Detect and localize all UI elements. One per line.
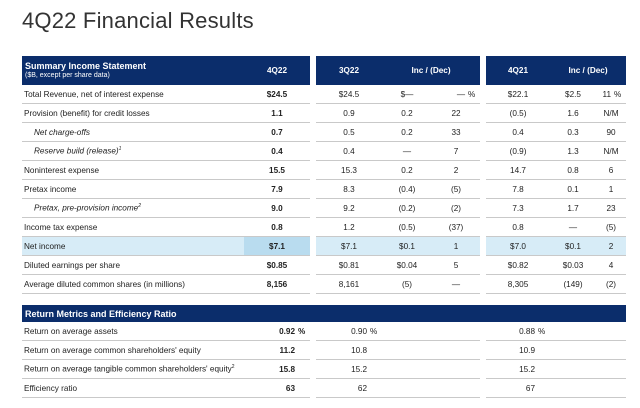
table-row: Income tax expense 0.8 1.2 (0.5) (37) 0.… — [22, 217, 627, 237]
income-header-label: Summary Income Statement ($B, except per … — [22, 56, 244, 85]
income-statement-table: Summary Income Statement ($B, except per … — [22, 56, 627, 294]
table-row: Return on average tangible common shareh… — [22, 359, 627, 379]
table-row: Provision (benefit) for credit losses 1.… — [22, 103, 627, 123]
col-4q21: 4Q21 — [486, 56, 551, 85]
col-3q22: 3Q22 — [316, 56, 382, 85]
table-row: Pretax, pre-provision income2 9.0 9.2 (0… — [22, 198, 627, 218]
net-income-row: Net income $7.1 $7.1 $0.1 1 $7.0 $0.1 2 — [22, 236, 627, 256]
table-row: Return on average assets 0.92% 0.90% 0.8… — [22, 322, 627, 341]
table-row: Diluted earnings per share $0.85 $0.81 $… — [22, 255, 627, 275]
table-row: Pretax income 7.9 8.3 (0.4) (5) 7.8 0.1 … — [22, 179, 627, 199]
table-row: Noninterest expense 15.5 15.3 0.2 2 14.7… — [22, 160, 627, 180]
return-metrics-table: Return Metrics and Efficiency Ratio Retu… — [22, 305, 627, 398]
table-row: Average diluted common shares (in millio… — [22, 274, 627, 294]
table-row: Total Revenue, net of interest expense $… — [22, 85, 627, 104]
table-row: Reserve build (release)1 0.4 0.4 — 7 (0.… — [22, 141, 627, 161]
metrics-header-label: Return Metrics and Efficiency Ratio — [22, 305, 627, 322]
col-4q22: 4Q22 — [244, 56, 310, 85]
income-header-row: Summary Income Statement ($B, except per … — [22, 56, 627, 85]
metrics-header-row: Return Metrics and Efficiency Ratio — [22, 305, 627, 322]
page-title: 4Q22 Financial Results — [22, 8, 254, 33]
table-row: Efficiency ratio 63 62 67 — [22, 378, 627, 398]
table-row: Net charge-offs 0.7 0.5 0.2 33 0.4 0.3 9… — [22, 122, 627, 142]
col-inc-dec-qoq: Inc / (Dec) — [382, 56, 481, 85]
col-inc-dec-yoy: Inc / (Dec) — [550, 56, 627, 85]
table-row: Return on average common shareholders' e… — [22, 340, 627, 360]
